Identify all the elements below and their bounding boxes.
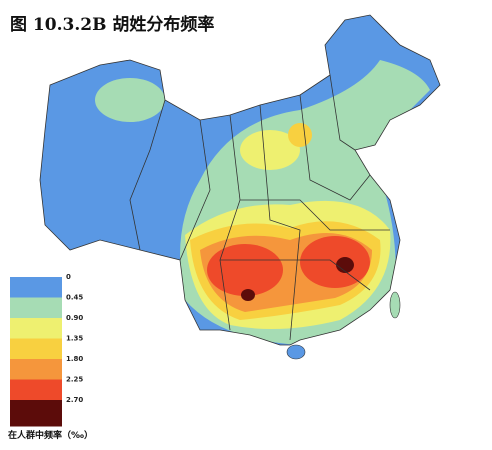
legend-swatch	[10, 379, 62, 400]
region	[240, 130, 300, 170]
region	[300, 236, 370, 288]
legend-swatch	[10, 318, 62, 339]
hainan	[286, 344, 306, 360]
legend-swatch	[10, 400, 62, 427]
legend-label: 0.45	[66, 294, 83, 302]
region	[95, 78, 165, 122]
legend-label: 0.90	[66, 314, 83, 322]
legend-label: 1.80	[66, 355, 83, 363]
legend-label: 2.70	[66, 396, 83, 404]
legend-swatch	[10, 297, 62, 318]
region	[207, 244, 283, 296]
taiwan	[389, 291, 401, 319]
province-border	[129, 74, 390, 341]
region	[336, 257, 354, 273]
legend-swatch	[10, 338, 62, 359]
legend-swatch	[10, 277, 62, 298]
region	[288, 123, 312, 147]
country-outline	[39, 14, 441, 346]
legend-title: 在人群中频率（‰）	[8, 429, 93, 441]
legend-label: 2.25	[66, 376, 83, 384]
legend-label: 1.35	[66, 335, 83, 343]
legend-label: 0	[66, 273, 71, 281]
region	[241, 289, 255, 301]
figure-title: 图 10.3.2B 胡姓分布频率	[10, 14, 214, 35]
legend-swatch	[10, 359, 62, 380]
